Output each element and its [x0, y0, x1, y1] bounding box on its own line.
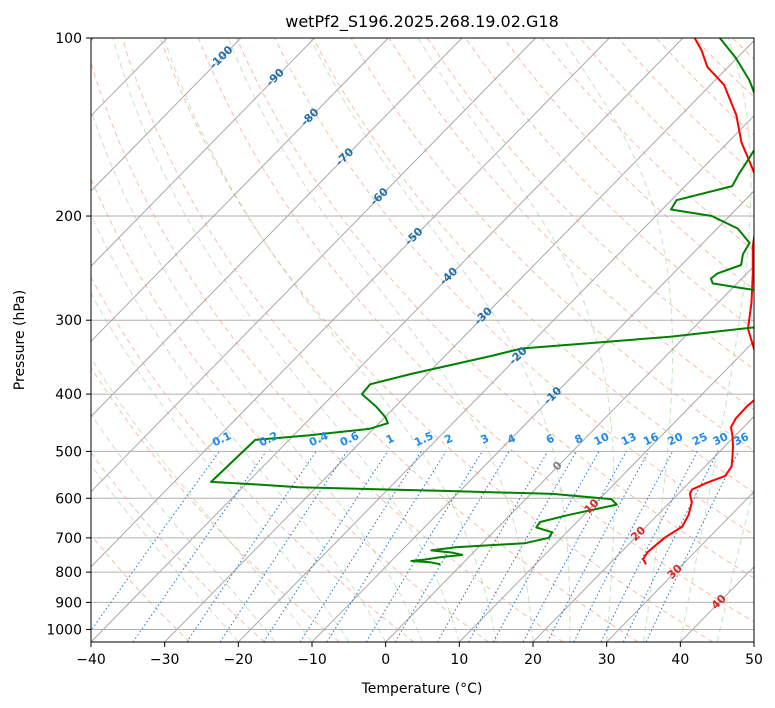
- moist-adiabat: [91, 213, 387, 642]
- mixing-ratio-line: [299, 451, 422, 642]
- y-tick-label: 200: [55, 209, 82, 225]
- isotherm-line: [91, 38, 315, 267]
- x-tick-label: 30: [598, 652, 616, 668]
- isotherm-line: [311, 190, 754, 642]
- mixing-ratio-label: 16: [641, 430, 661, 448]
- y-tick-label: 600: [55, 491, 82, 507]
- dry-adiabat: [91, 61, 564, 642]
- isotherm-line: [91, 38, 463, 418]
- mixing-ratio-line: [186, 451, 317, 642]
- mixing-ratio-label: 36: [732, 430, 752, 448]
- mixing-ratio-line: [600, 451, 698, 642]
- isotherm-line: [91, 38, 242, 192]
- isotherm-line: [606, 490, 754, 642]
- moist-adiabat: [679, 38, 752, 642]
- isobar-gridlines: [91, 38, 754, 630]
- x-axis: −40 −30 −20 −10 0 10 20 30 40 50: [76, 642, 763, 668]
- mixing-ratio-lines: [91, 451, 740, 642]
- moist-adiabat: [561, 38, 673, 642]
- dry-adiabat: [426, 38, 754, 370]
- mixing-ratio-line: [622, 451, 719, 642]
- isotherm-line: [91, 38, 389, 343]
- y-axis-label: Pressure (hPa): [12, 290, 28, 390]
- x-tick-label: −30: [150, 652, 180, 668]
- dry-adiabat: [312, 38, 754, 494]
- moist-adiabat: [91, 413, 276, 642]
- mixing-ratio-label: 30: [711, 430, 731, 448]
- moist-adiabat: [112, 38, 460, 642]
- isotherm-line: [164, 39, 754, 642]
- plot-frame: [90, 37, 755, 643]
- x-tick-label: 40: [671, 652, 689, 668]
- isotherm-line: [91, 38, 684, 642]
- x-tick-label: −10: [297, 652, 327, 668]
- y-axis: 100 200 300 400 500 600 700 800 900 1000: [46, 31, 91, 638]
- x-tick-label: −20: [224, 652, 254, 668]
- isotherm-line: [753, 641, 754, 642]
- y-tick-label: 1000: [46, 622, 82, 638]
- x-tick-label: 0: [381, 652, 390, 668]
- plot-area: -100-90-80-70-60-50-40-30-20-10010203040…: [91, 38, 775, 642]
- y-tick-label: 700: [55, 531, 82, 547]
- x-tick-label: −40: [76, 652, 106, 668]
- chart-title: wetPf2_S196.2025.268.19.02.G18: [285, 12, 559, 32]
- mixing-ratio-label: 20: [666, 430, 686, 448]
- mixing-ratio-line: [132, 451, 267, 642]
- moist-adiabat: [716, 485, 754, 642]
- y-tick-label: 500: [55, 444, 82, 460]
- x-tick-label: 10: [450, 652, 468, 668]
- sounding-series: [210, 38, 754, 566]
- isotherm-gridlines: [91, 38, 754, 642]
- mixing-ratio-labels: 0.1 0.2 0.4 0.6 1 1.5 2 3 4 6 8 10 13 16 20 25 30 36: [210, 429, 751, 449]
- x-tick-label: 20: [524, 652, 542, 668]
- isotherm-line: [532, 415, 754, 642]
- moist-adiabat: [91, 464, 239, 642]
- moist-adiabat: [91, 292, 350, 642]
- x-axis-label: Temperature (°C): [361, 681, 483, 697]
- isotherm-line: [385, 265, 754, 642]
- moist-adiabat: [227, 38, 534, 642]
- moist-adiabat: [163, 38, 497, 642]
- isotherm-line: [91, 38, 610, 568]
- dry-adiabat: [91, 366, 340, 642]
- mixing-ratio-label: 25: [690, 430, 709, 448]
- mixing-ratio-line: [522, 451, 627, 642]
- y-tick-label: 400: [55, 387, 82, 403]
- mixing-ratio-line: [492, 451, 600, 642]
- y-tick-label: 300: [55, 313, 82, 329]
- dry-adiabat: [771, 38, 775, 642]
- dry-adiabat: [121, 38, 639, 642]
- moist-adiabat: [417, 38, 615, 642]
- mixing-ratio-line: [365, 451, 483, 642]
- isotherm-line: [237, 115, 754, 642]
- x-tick-label: 50: [745, 652, 763, 668]
- isotherm-line: [91, 38, 536, 493]
- plot-background: [91, 38, 754, 642]
- mixing-ratio-line: [263, 451, 389, 642]
- dry-adiabat: [91, 276, 415, 642]
- mixing-ratio-label: 13: [619, 430, 638, 448]
- dewpoint-profile-line: [210, 38, 754, 566]
- mixing-ratio-label: 10: [592, 430, 612, 448]
- moist-adiabat: [309, 38, 571, 642]
- isotherm-line: [458, 340, 754, 642]
- y-tick-label: 100: [55, 31, 82, 47]
- mixing-ratio-line: [91, 451, 220, 632]
- mixing-ratio-line: [219, 451, 348, 642]
- y-tick-label: 900: [55, 595, 82, 611]
- y-tick-label: 800: [55, 565, 82, 581]
